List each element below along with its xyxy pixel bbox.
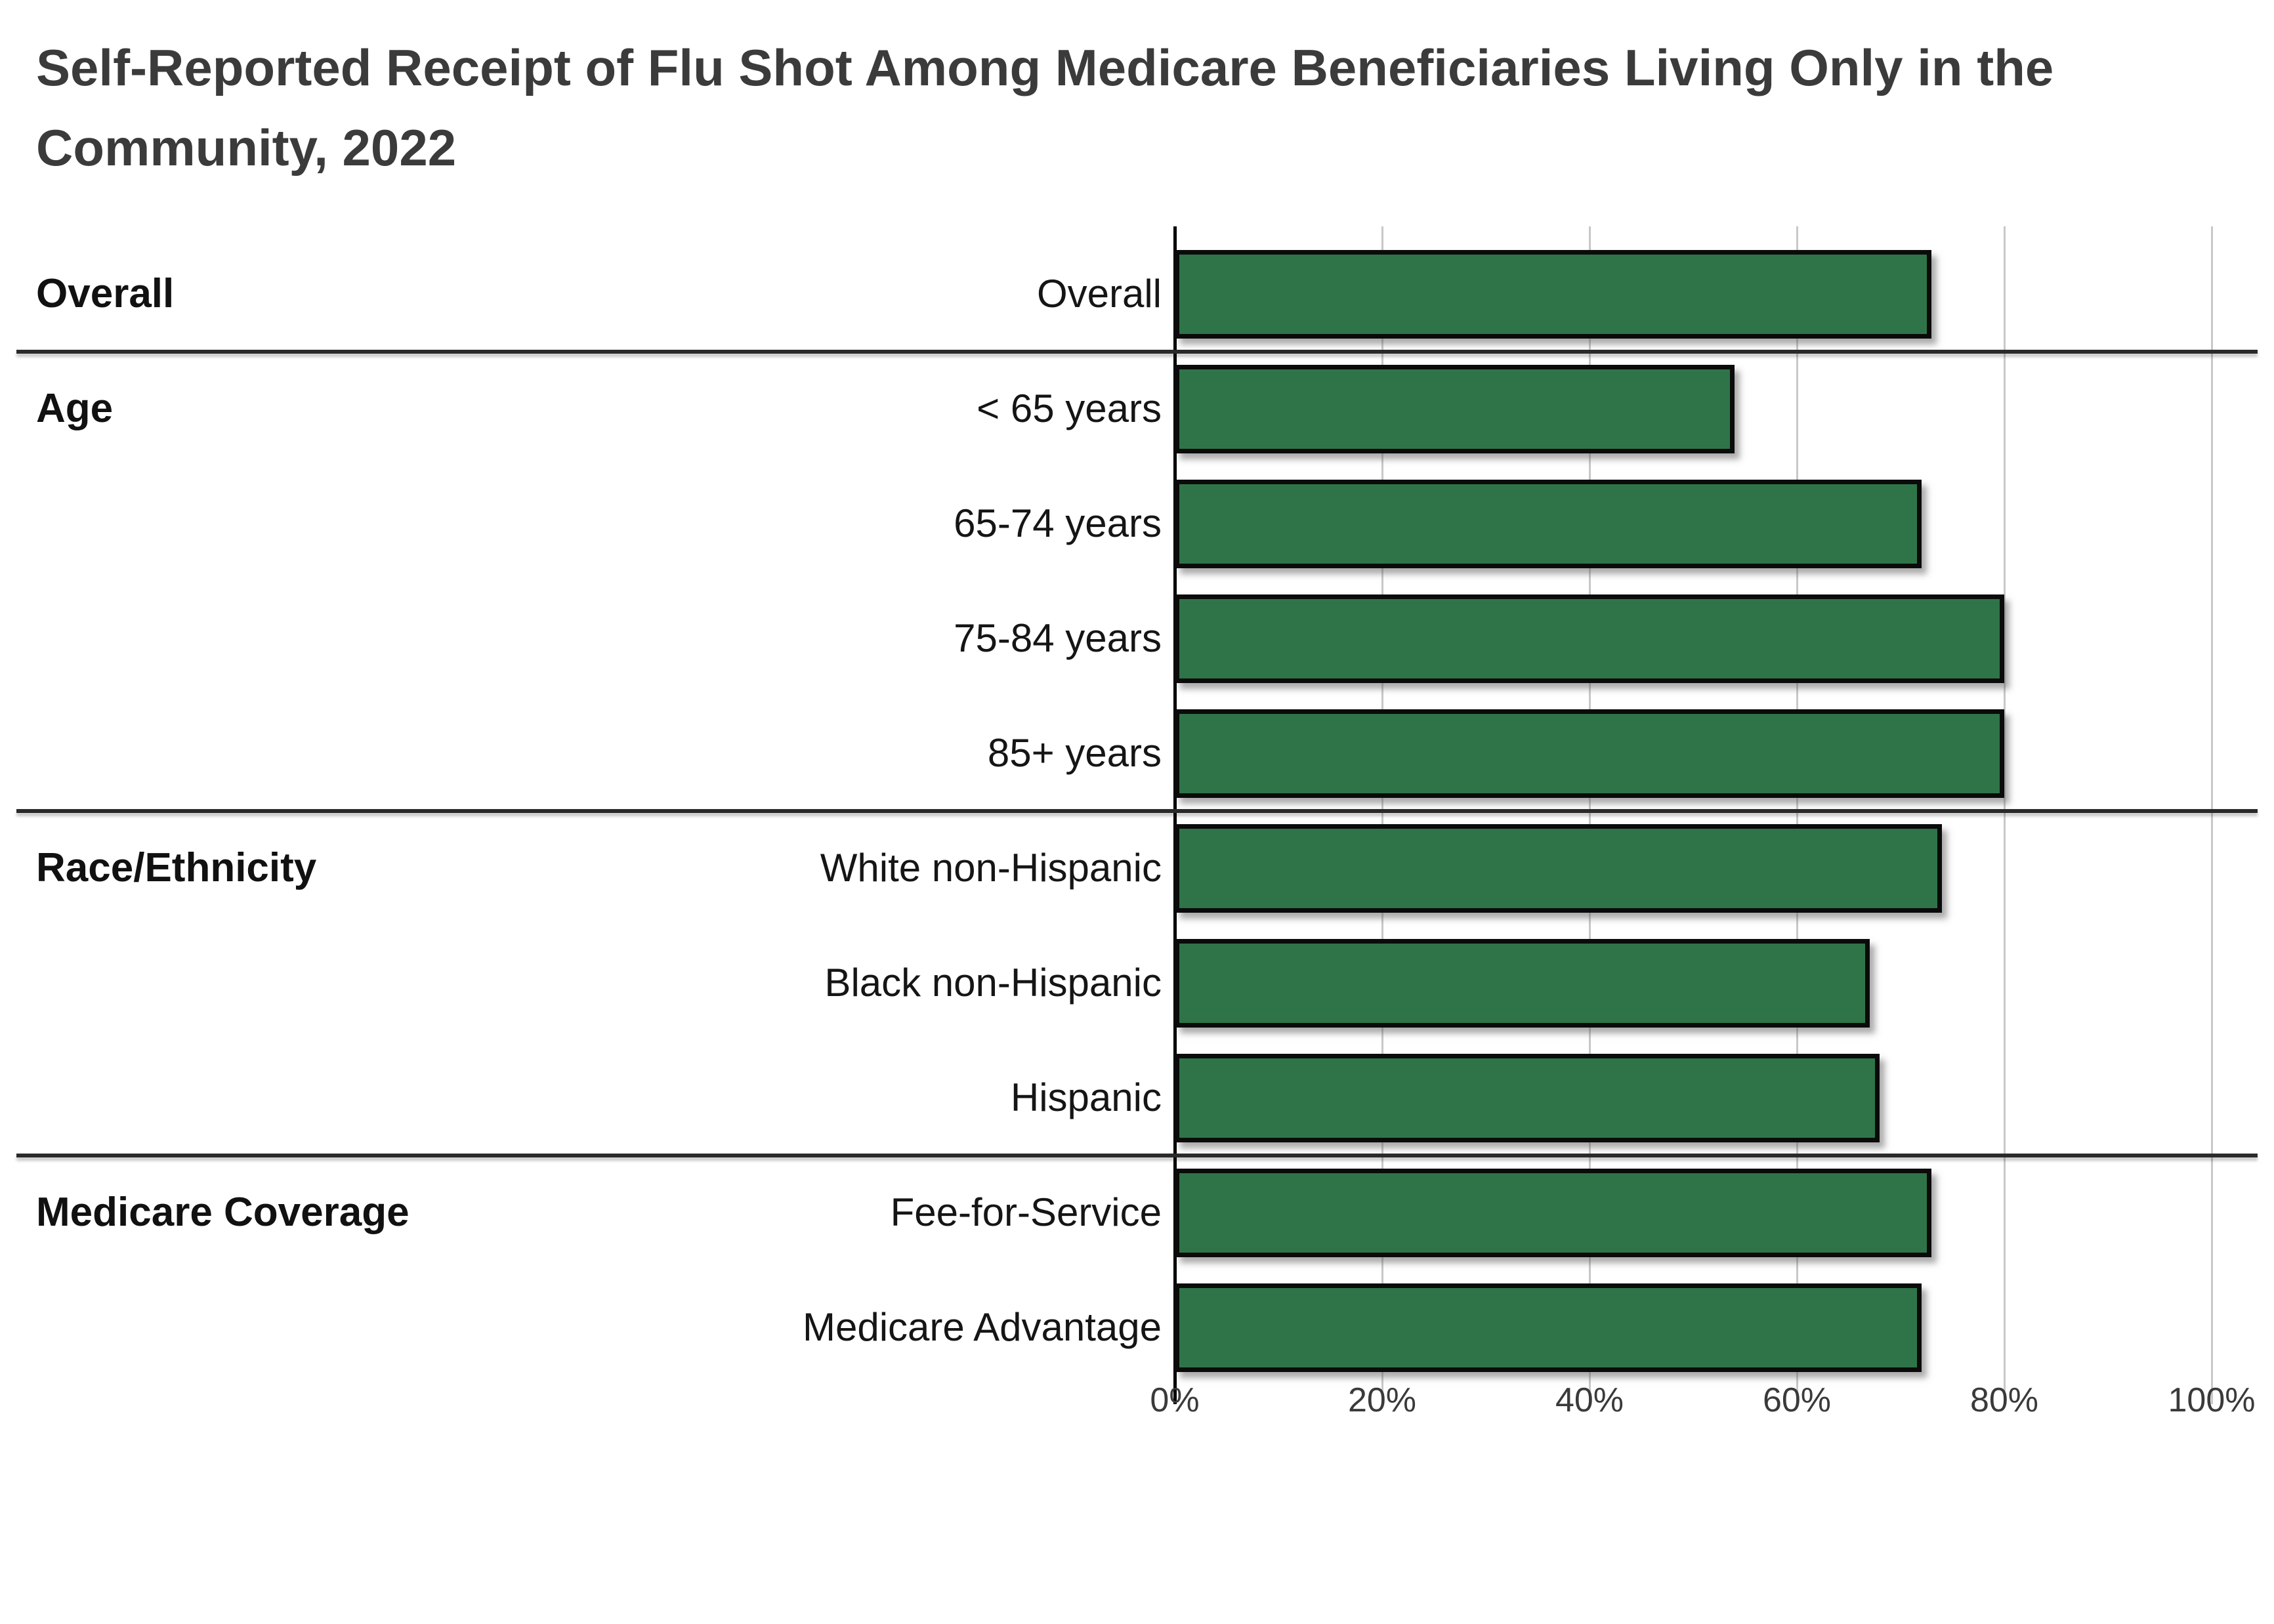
gridline-40%: [1588, 226, 1591, 1404]
gridline-80%: [2003, 226, 2006, 1404]
section-separator: [16, 808, 2258, 813]
chart-title-line2: Community, 2022: [36, 119, 457, 177]
bar-85-years: [1175, 709, 2004, 798]
x-tick-label: 100%: [2168, 1381, 2256, 1419]
x-tick-label: 80%: [1969, 1381, 2039, 1419]
bar-black-non-hispanic: [1175, 938, 1870, 1028]
section-label-medicare-coverage: Medicare Coverage: [36, 1190, 410, 1235]
bar-fee-for-service: [1175, 1168, 1932, 1257]
bar-75-84-years: [1175, 594, 2004, 683]
section-label-overall: Overall: [36, 271, 175, 316]
category-label: 75-84 years: [954, 616, 1162, 660]
gridline-100%: [2210, 226, 2213, 1404]
chart-title-line1: Self-Reported Receipt of Flu Shot Among …: [36, 39, 2054, 96]
gridline-60%: [1796, 226, 1798, 1404]
x-tick-label: 20%: [1347, 1381, 1417, 1419]
section-separator: [16, 1153, 2258, 1157]
category-label: Overall: [1036, 272, 1162, 316]
x-tick-label: 0%: [1150, 1381, 1200, 1419]
gridline-20%: [1381, 226, 1383, 1404]
bar-medicare-advantage: [1175, 1283, 1922, 1372]
category-label: Fee-for-Service: [890, 1190, 1162, 1234]
x-tick-label: 60%: [1762, 1381, 1832, 1419]
category-label: 65-74 years: [954, 501, 1162, 545]
x-tick-label: 40%: [1555, 1381, 1624, 1419]
category-label: 85+ years: [987, 731, 1162, 775]
bar-65-74-years: [1175, 479, 1922, 568]
section-label-age: Age: [36, 386, 114, 431]
category-label: Hispanic: [1010, 1075, 1162, 1119]
section-separator: [16, 349, 2258, 354]
y-axis-line: [1173, 226, 1177, 1404]
bar--65-years: [1175, 364, 1735, 453]
category-label: Medicare Advantage: [802, 1305, 1162, 1349]
bar-overall: [1175, 249, 1932, 339]
chart-title: Self-Reported Receipt of Flu Shot Among …: [36, 28, 2202, 188]
category-label: Black non-Hispanic: [824, 961, 1162, 1005]
bar-white-non-hispanic: [1175, 823, 1943, 913]
category-label: White non-Hispanic: [820, 846, 1162, 890]
category-label: < 65 years: [977, 386, 1162, 430]
bar-hispanic: [1175, 1053, 1880, 1142]
section-label-race-ethnicity: Race/Ethnicity: [36, 845, 317, 890]
